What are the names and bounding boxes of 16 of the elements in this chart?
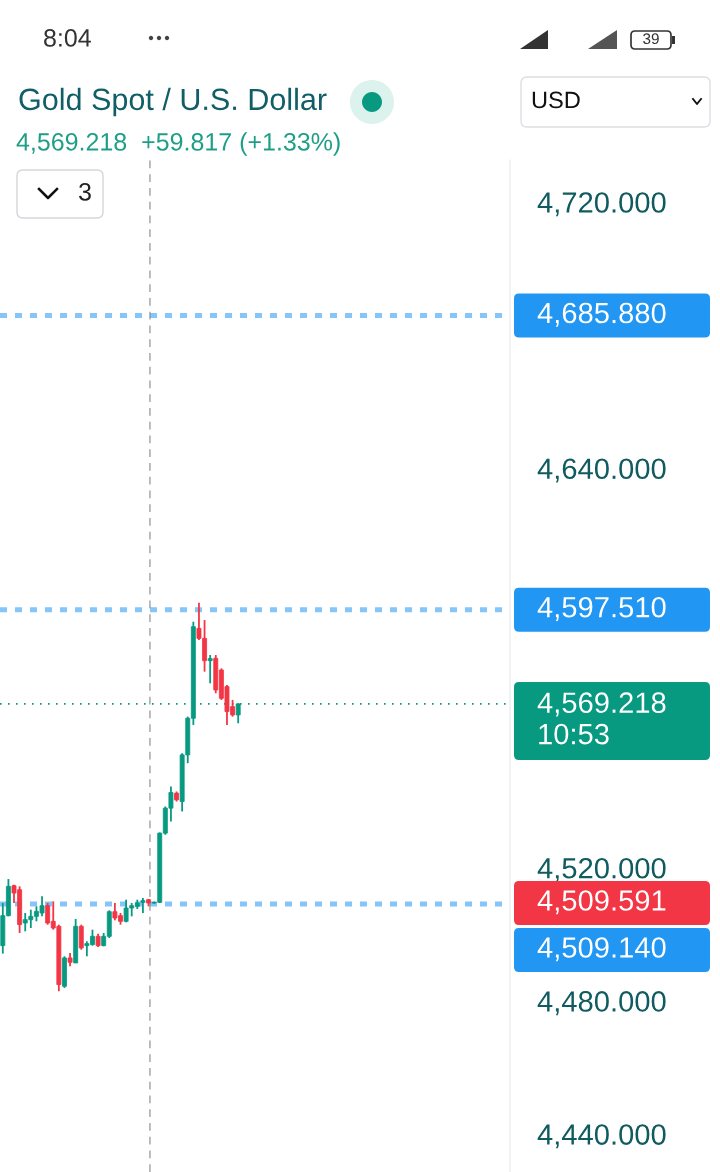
ref-line-label: 4,685.880 <box>537 302 666 327</box>
ref-line-label: 4,569.218 10:53 <box>537 692 666 745</box>
text: USD <box>532 91 580 109</box>
text: 8:04 <box>44 29 91 47</box>
y-tick-label: 4,640.000 <box>537 458 666 483</box>
text: 39 <box>643 33 659 45</box>
y-tick-label: 4,440.000 <box>537 1124 666 1149</box>
ref-line-label: 4,597.510 <box>537 596 666 621</box>
text: 4,509.591 <box>537 890 666 915</box>
chart-subtitle: 4,569.218 +59.817 (+1.33%) <box>16 132 340 156</box>
annotation: 3 <box>79 183 91 201</box>
chart-title: Gold Spot / U.S. Dollar <box>19 87 327 117</box>
y-tick-label: 4,480.000 <box>537 991 666 1016</box>
y-tick-label: 4,520.000 <box>537 857 666 883</box>
ref-line-label: 4,509.140 <box>537 937 666 962</box>
y-tick-label: 4,720.000 <box>537 192 666 217</box>
